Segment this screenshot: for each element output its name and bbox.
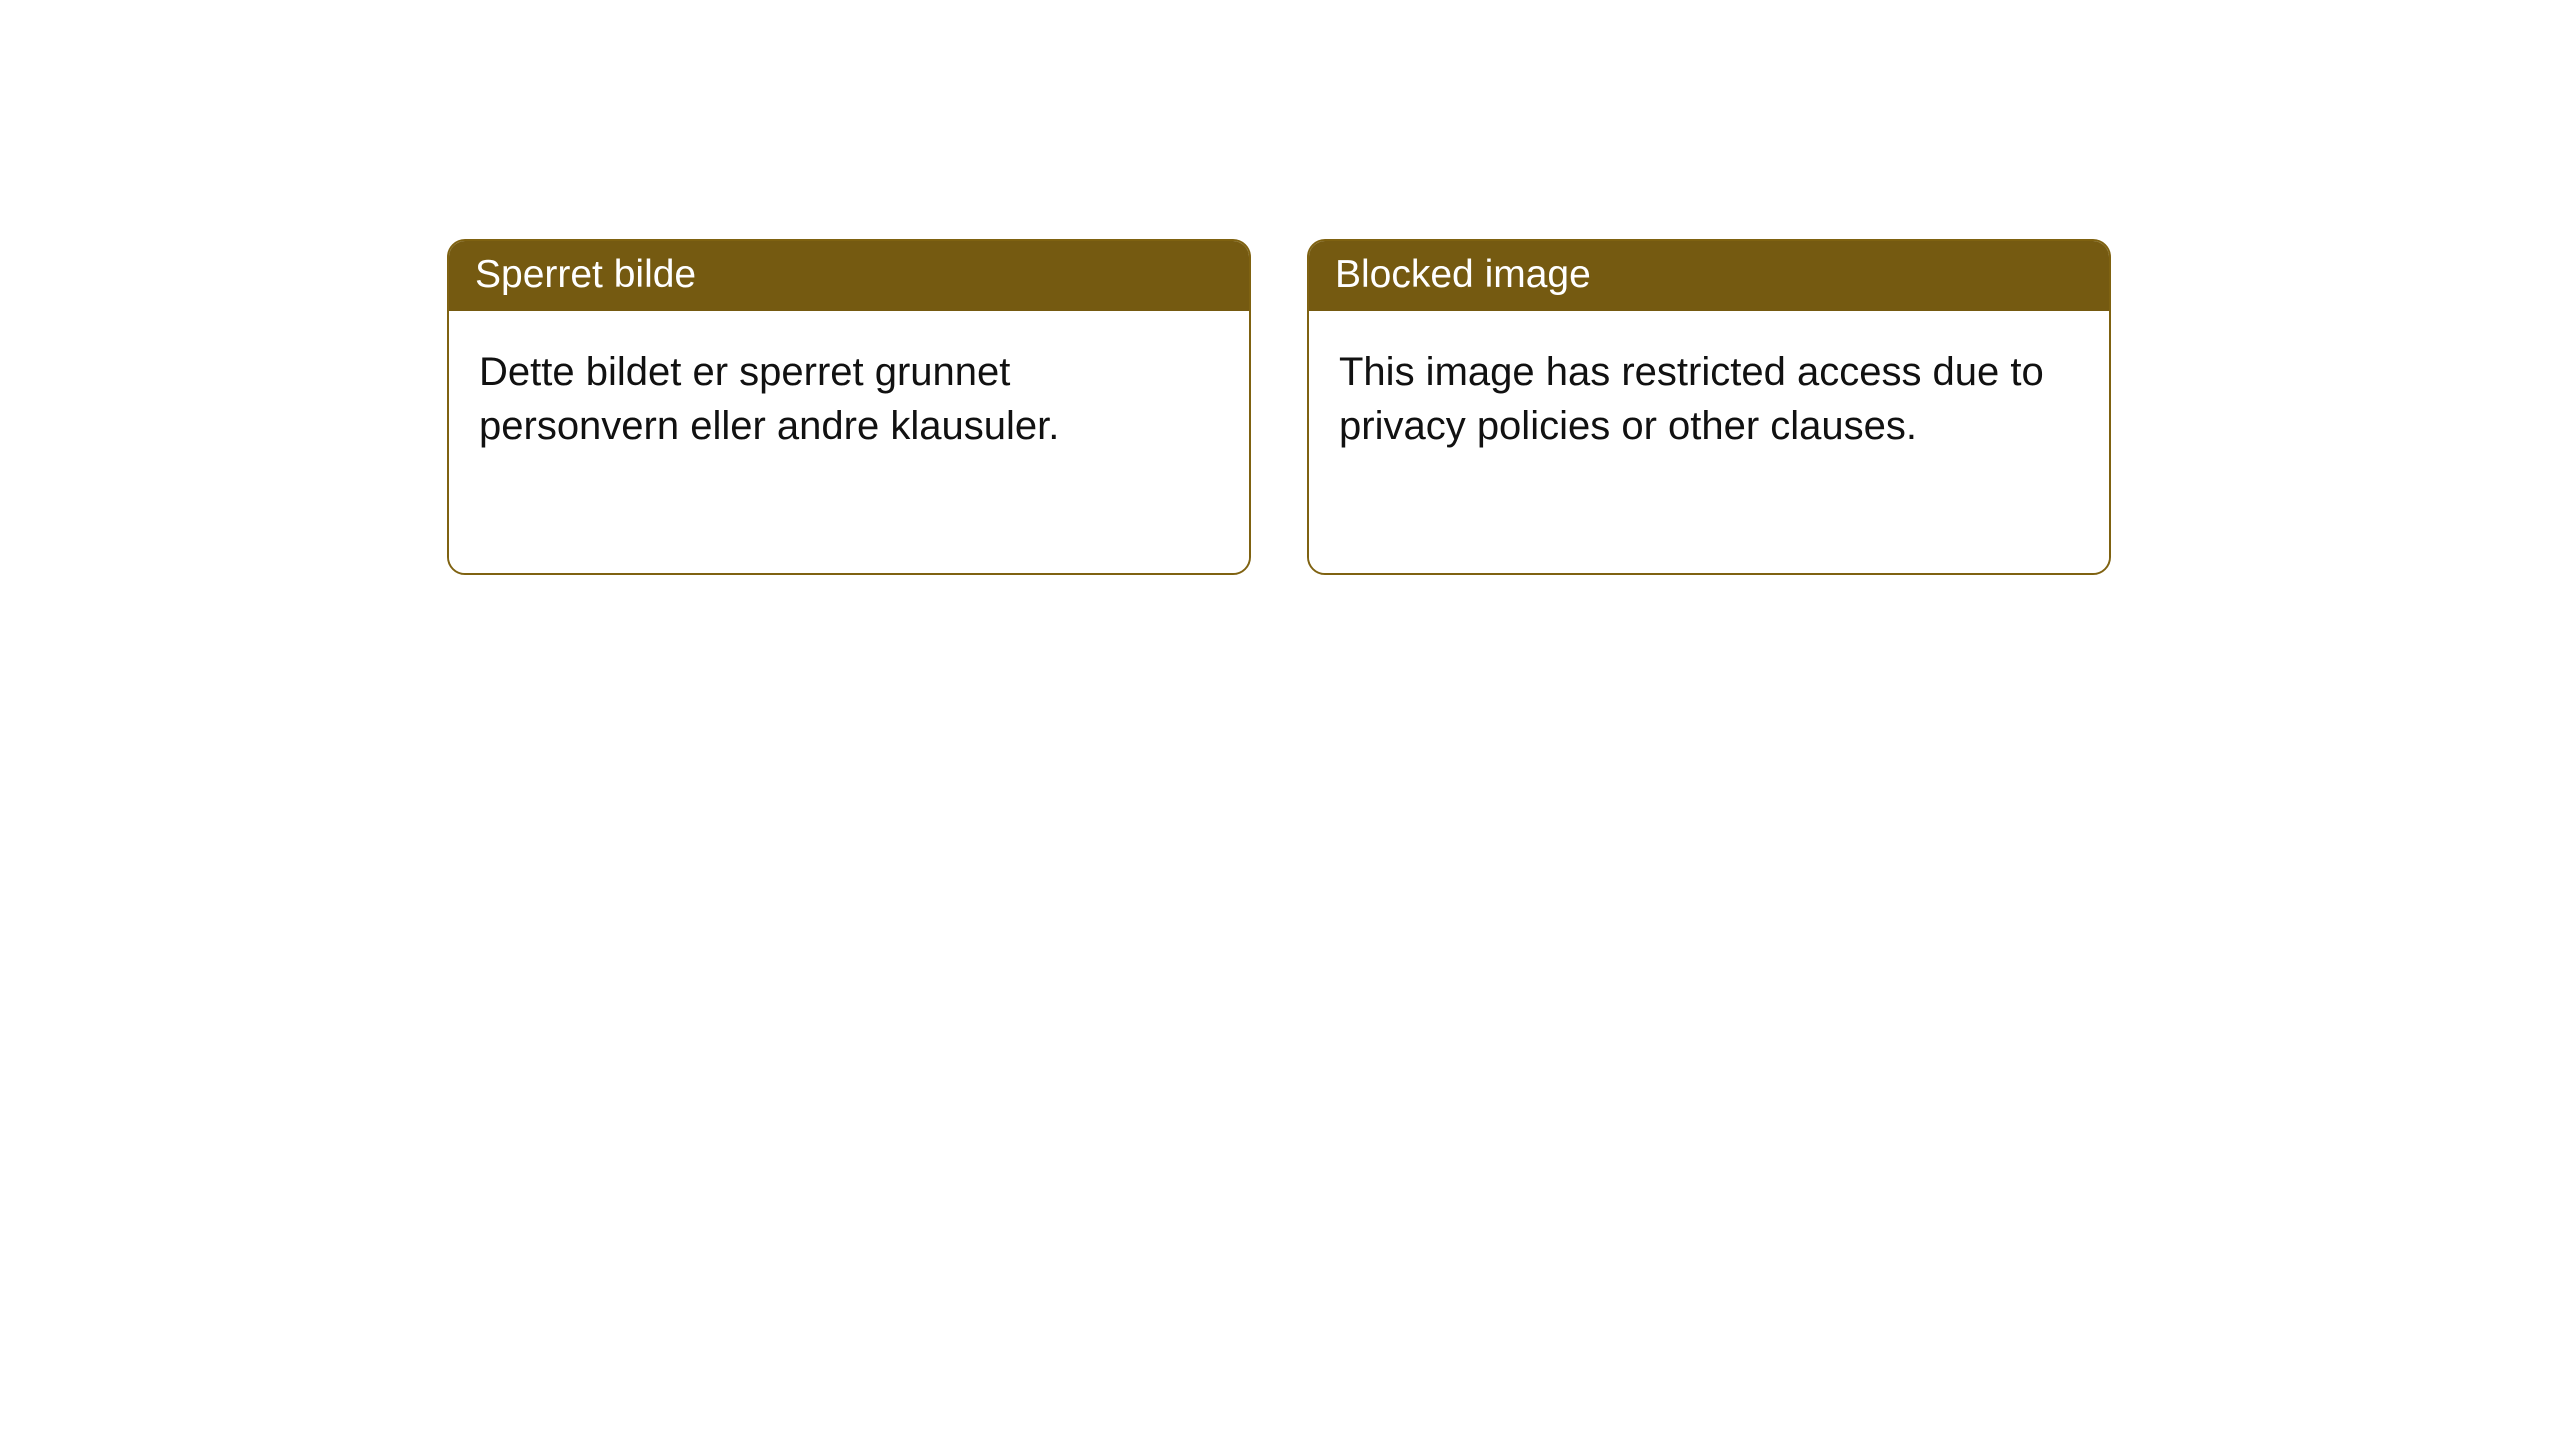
notice-header: Sperret bilde [449,241,1249,311]
notice-body: Dette bildet er sperret grunnet personve… [449,311,1249,573]
notice-container: Sperret bilde Dette bildet er sperret gr… [447,239,2111,575]
notice-card-english: Blocked image This image has restricted … [1307,239,2111,575]
notice-body-text: Dette bildet er sperret grunnet personve… [479,350,1059,448]
notice-card-norwegian: Sperret bilde Dette bildet er sperret gr… [447,239,1251,575]
notice-header: Blocked image [1309,241,2109,311]
notice-title: Sperret bilde [475,253,696,296]
notice-body: This image has restricted access due to … [1309,311,2109,573]
notice-title: Blocked image [1335,253,1591,296]
notice-body-text: This image has restricted access due to … [1339,350,2044,448]
